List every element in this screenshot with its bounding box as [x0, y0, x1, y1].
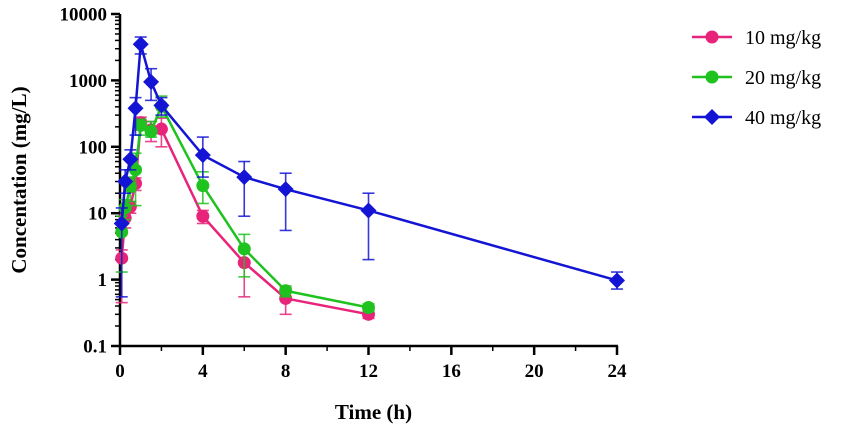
data-point — [196, 209, 210, 223]
y-tick-label: 10000 — [60, 5, 108, 26]
legend-label: 40 mg/kg — [745, 107, 821, 129]
x-tick-label: 0 — [115, 361, 125, 382]
data-point — [196, 179, 210, 193]
ticks: 0.1 1 10 100 1000 10000 0 4 8 12 16 20 24 — [60, 5, 628, 383]
x-tick-label: 8 — [281, 361, 291, 382]
data-point — [153, 97, 170, 114]
error-bar — [238, 233, 251, 278]
series-10-mg-kg — [115, 116, 375, 321]
x-tick-label: 12 — [359, 361, 378, 382]
data-point — [144, 124, 158, 138]
series — [113, 36, 625, 321]
series-20-mg-kg — [115, 95, 375, 315]
axes — [118, 14, 618, 348]
legend: 10 mg/kg 20 mg/kg 40 mg/kg — [692, 27, 821, 129]
legend-label: 10 mg/kg — [745, 27, 821, 49]
legend-marker — [704, 109, 720, 125]
data-point — [154, 122, 168, 136]
x-tick-label: 16 — [442, 361, 461, 382]
data-point — [132, 36, 149, 53]
legend-item: 20 mg/kg — [692, 67, 821, 89]
data-point — [194, 147, 211, 164]
data-point — [143, 73, 160, 90]
y-axis-title: Concentation (mg/L) — [7, 86, 31, 273]
data-point — [122, 151, 139, 168]
y-tick-label: 100 — [79, 137, 108, 158]
data-point — [360, 202, 377, 219]
data-point — [279, 284, 293, 298]
series-line — [120, 121, 369, 316]
series-line — [120, 43, 618, 282]
data-point — [237, 242, 251, 256]
legend-label: 20 mg/kg — [745, 67, 821, 89]
series-40-mg-kg — [113, 36, 625, 298]
data-point — [127, 100, 144, 117]
y-tick-label: 0.1 — [83, 337, 107, 358]
legend-item: 10 mg/kg — [692, 27, 821, 49]
data-point — [113, 215, 130, 232]
data-point — [117, 173, 134, 190]
data-point — [134, 118, 148, 132]
data-point — [236, 169, 253, 186]
data-point — [277, 181, 294, 198]
legend-marker — [705, 30, 719, 44]
x-tick-label: 4 — [198, 361, 208, 382]
x-tick-label: 20 — [525, 361, 544, 382]
legend-marker — [705, 70, 719, 84]
y-tick-label: 1 — [98, 270, 108, 291]
legend-item: 40 mg/kg — [692, 107, 821, 129]
data-point — [609, 272, 625, 289]
data-point — [362, 301, 375, 315]
x-axis-title: Time (h) — [335, 400, 412, 424]
x-tick-label: 24 — [608, 361, 628, 382]
y-tick-label: 1000 — [69, 71, 107, 92]
y-tick-label: 10 — [88, 204, 107, 225]
